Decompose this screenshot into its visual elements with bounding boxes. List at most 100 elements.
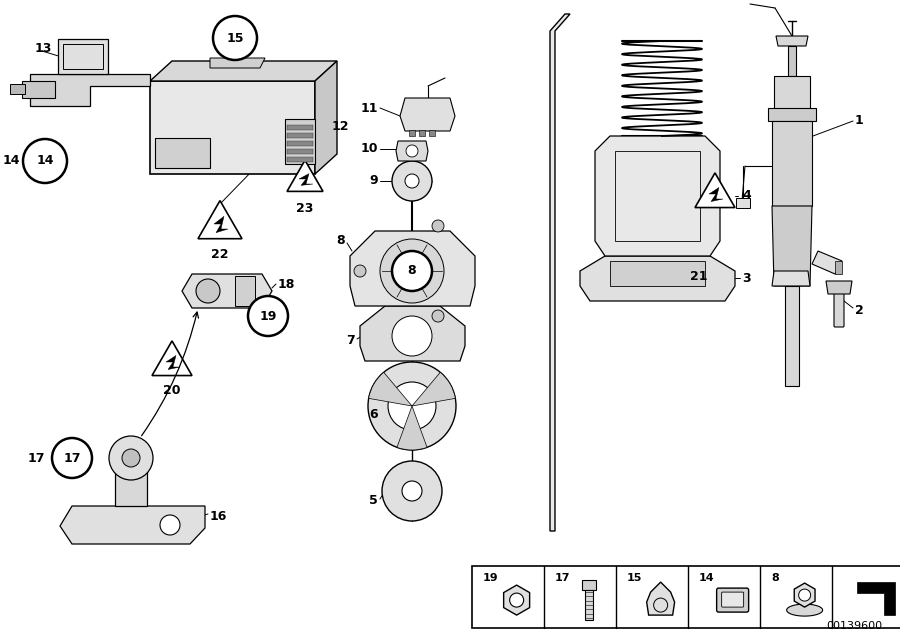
Polygon shape (774, 76, 810, 111)
Circle shape (392, 316, 432, 356)
Polygon shape (214, 216, 228, 233)
Circle shape (509, 593, 524, 607)
Bar (287, 141, 313, 146)
Text: 11: 11 (361, 102, 378, 114)
Polygon shape (150, 61, 337, 81)
Circle shape (52, 438, 92, 478)
Polygon shape (550, 14, 570, 531)
Polygon shape (826, 281, 852, 294)
Circle shape (109, 436, 153, 480)
Text: 9: 9 (369, 174, 378, 188)
Circle shape (400, 259, 424, 283)
Polygon shape (400, 98, 455, 131)
Circle shape (432, 220, 444, 232)
Polygon shape (60, 506, 205, 544)
Polygon shape (857, 582, 895, 615)
Text: 1: 1 (855, 114, 864, 127)
Polygon shape (350, 231, 475, 306)
Circle shape (406, 145, 418, 157)
Text: 19: 19 (259, 310, 276, 322)
Polygon shape (150, 81, 315, 174)
Polygon shape (695, 173, 735, 207)
Bar (409, 130, 415, 136)
Polygon shape (646, 582, 675, 615)
Text: 18: 18 (278, 277, 295, 291)
Polygon shape (785, 286, 799, 386)
Circle shape (380, 239, 444, 303)
Polygon shape (776, 36, 808, 46)
Text: 19: 19 (483, 573, 499, 583)
Text: 22: 22 (212, 247, 229, 261)
Circle shape (405, 174, 419, 188)
Polygon shape (768, 108, 816, 121)
Polygon shape (10, 84, 25, 94)
Circle shape (122, 449, 140, 467)
Polygon shape (182, 274, 272, 308)
Polygon shape (787, 604, 823, 616)
Polygon shape (709, 188, 723, 202)
Text: 14: 14 (36, 155, 54, 167)
Circle shape (392, 251, 432, 291)
Polygon shape (166, 356, 180, 370)
Bar (581, 580, 596, 590)
Polygon shape (794, 583, 815, 607)
Polygon shape (772, 206, 812, 286)
Wedge shape (369, 372, 412, 406)
Text: 16: 16 (210, 509, 228, 523)
Polygon shape (287, 160, 323, 191)
Text: 7: 7 (346, 335, 355, 347)
Bar (287, 133, 313, 138)
Text: 17: 17 (28, 452, 45, 464)
Text: 4: 4 (742, 190, 751, 202)
Text: 21: 21 (690, 270, 707, 282)
Polygon shape (812, 251, 842, 274)
Bar (63, 44, 103, 69)
Text: 2: 2 (855, 305, 864, 317)
Text: 6: 6 (369, 408, 378, 420)
Text: 10: 10 (361, 142, 378, 155)
Polygon shape (772, 121, 812, 206)
Circle shape (368, 362, 456, 450)
Circle shape (432, 310, 444, 322)
Wedge shape (412, 372, 455, 406)
Bar (115, 468, 147, 506)
Polygon shape (396, 141, 428, 161)
Polygon shape (504, 585, 529, 615)
Polygon shape (210, 58, 265, 68)
Polygon shape (152, 341, 192, 375)
Text: 15: 15 (627, 573, 643, 583)
Circle shape (798, 589, 811, 601)
Polygon shape (198, 200, 242, 238)
Text: 17: 17 (555, 573, 571, 583)
Circle shape (392, 161, 432, 201)
Bar (585, 590, 592, 620)
Polygon shape (580, 256, 735, 301)
Polygon shape (22, 81, 55, 98)
FancyBboxPatch shape (722, 592, 743, 607)
Circle shape (196, 279, 220, 303)
Polygon shape (788, 46, 796, 76)
Bar (287, 157, 313, 162)
Bar (287, 149, 313, 154)
Bar (472, 566, 900, 628)
Circle shape (388, 382, 436, 430)
Bar (285, 119, 315, 164)
Text: 8: 8 (337, 235, 345, 247)
Polygon shape (610, 261, 705, 286)
Text: 23: 23 (296, 202, 314, 214)
Bar (155, 138, 210, 168)
Text: 8: 8 (771, 573, 778, 583)
Text: 5: 5 (369, 495, 378, 508)
Circle shape (213, 16, 257, 60)
Text: 14: 14 (3, 155, 20, 167)
Polygon shape (299, 174, 313, 185)
Polygon shape (30, 74, 150, 106)
Polygon shape (315, 61, 337, 174)
Circle shape (354, 265, 366, 277)
Text: 13: 13 (35, 41, 52, 55)
Circle shape (23, 139, 67, 183)
Text: 8: 8 (408, 265, 417, 277)
Text: 17: 17 (63, 452, 81, 464)
Polygon shape (835, 261, 842, 274)
Circle shape (248, 296, 288, 336)
